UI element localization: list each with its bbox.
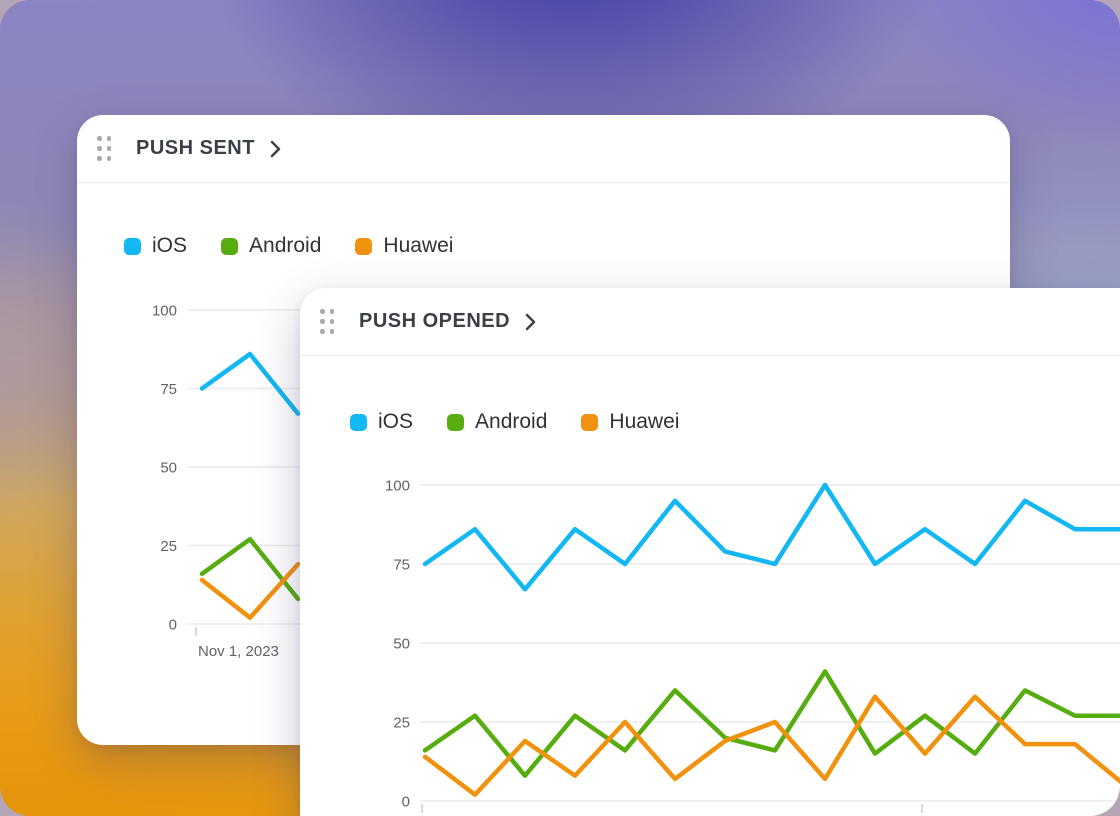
legend-item-huawei[interactable]: Huawei [355,234,453,258]
legend-label: iOS [152,234,188,257]
ios-swatch-icon [124,237,141,255]
drag-handle-icon[interactable] [97,136,111,161]
push-opened-title-link[interactable]: PUSH OPENED [359,310,536,333]
push-opened-line-chart: 100 75 50 25 0 [385,478,1120,813]
svg-text:75: 75 [160,381,177,398]
drag-handle-icon[interactable] [320,309,334,334]
huawei-swatch-icon [355,237,373,255]
legend-label: Huawei [609,410,680,433]
push-opened-header: PUSH OPENED [300,288,1120,356]
svg-text:50: 50 [160,460,177,477]
svg-text:25: 25 [393,715,410,732]
svg-text:0: 0 [169,617,177,634]
legend-label: Android [475,410,548,433]
android-swatch-icon [221,237,239,255]
chart-legend: iOS Android Huawei [350,409,679,435]
svg-text:Nov 1, 2023: Nov 1, 2023 [198,643,279,660]
chevron-right-icon [270,140,281,157]
svg-text:25: 25 [160,538,177,555]
legend-item-android[interactable]: Android [221,234,321,258]
legend-item-android[interactable]: Android [447,410,547,434]
legend-label: iOS [378,410,414,433]
push-sent-title-link[interactable]: PUSH SENT [136,137,281,160]
card-title: PUSH SENT [136,137,255,159]
svg-text:100: 100 [385,478,410,495]
svg-text:100: 100 [152,303,177,320]
legend-item-ios[interactable]: iOS [124,234,187,258]
push-sent-header: PUSH SENT [77,115,1010,183]
svg-text:50: 50 [393,636,410,653]
ios-swatch-icon [350,413,367,431]
card-title: PUSH OPENED [359,310,511,332]
legend-item-ios[interactable]: iOS [350,410,413,434]
svg-text:75: 75 [393,557,410,574]
huawei-swatch-icon [581,413,599,431]
svg-text:0: 0 [402,794,410,811]
legend-item-huawei[interactable]: Huawei [581,410,679,434]
legend-label: Huawei [383,234,454,257]
chevron-right-icon [525,313,536,330]
push-opened-card: PUSH OPENED iOS Android Huawei 100 75 50 25… [300,288,1120,816]
android-swatch-icon [447,413,465,431]
chart-legend: iOS Android Huawei [124,233,453,259]
legend-label: Android [249,234,322,257]
